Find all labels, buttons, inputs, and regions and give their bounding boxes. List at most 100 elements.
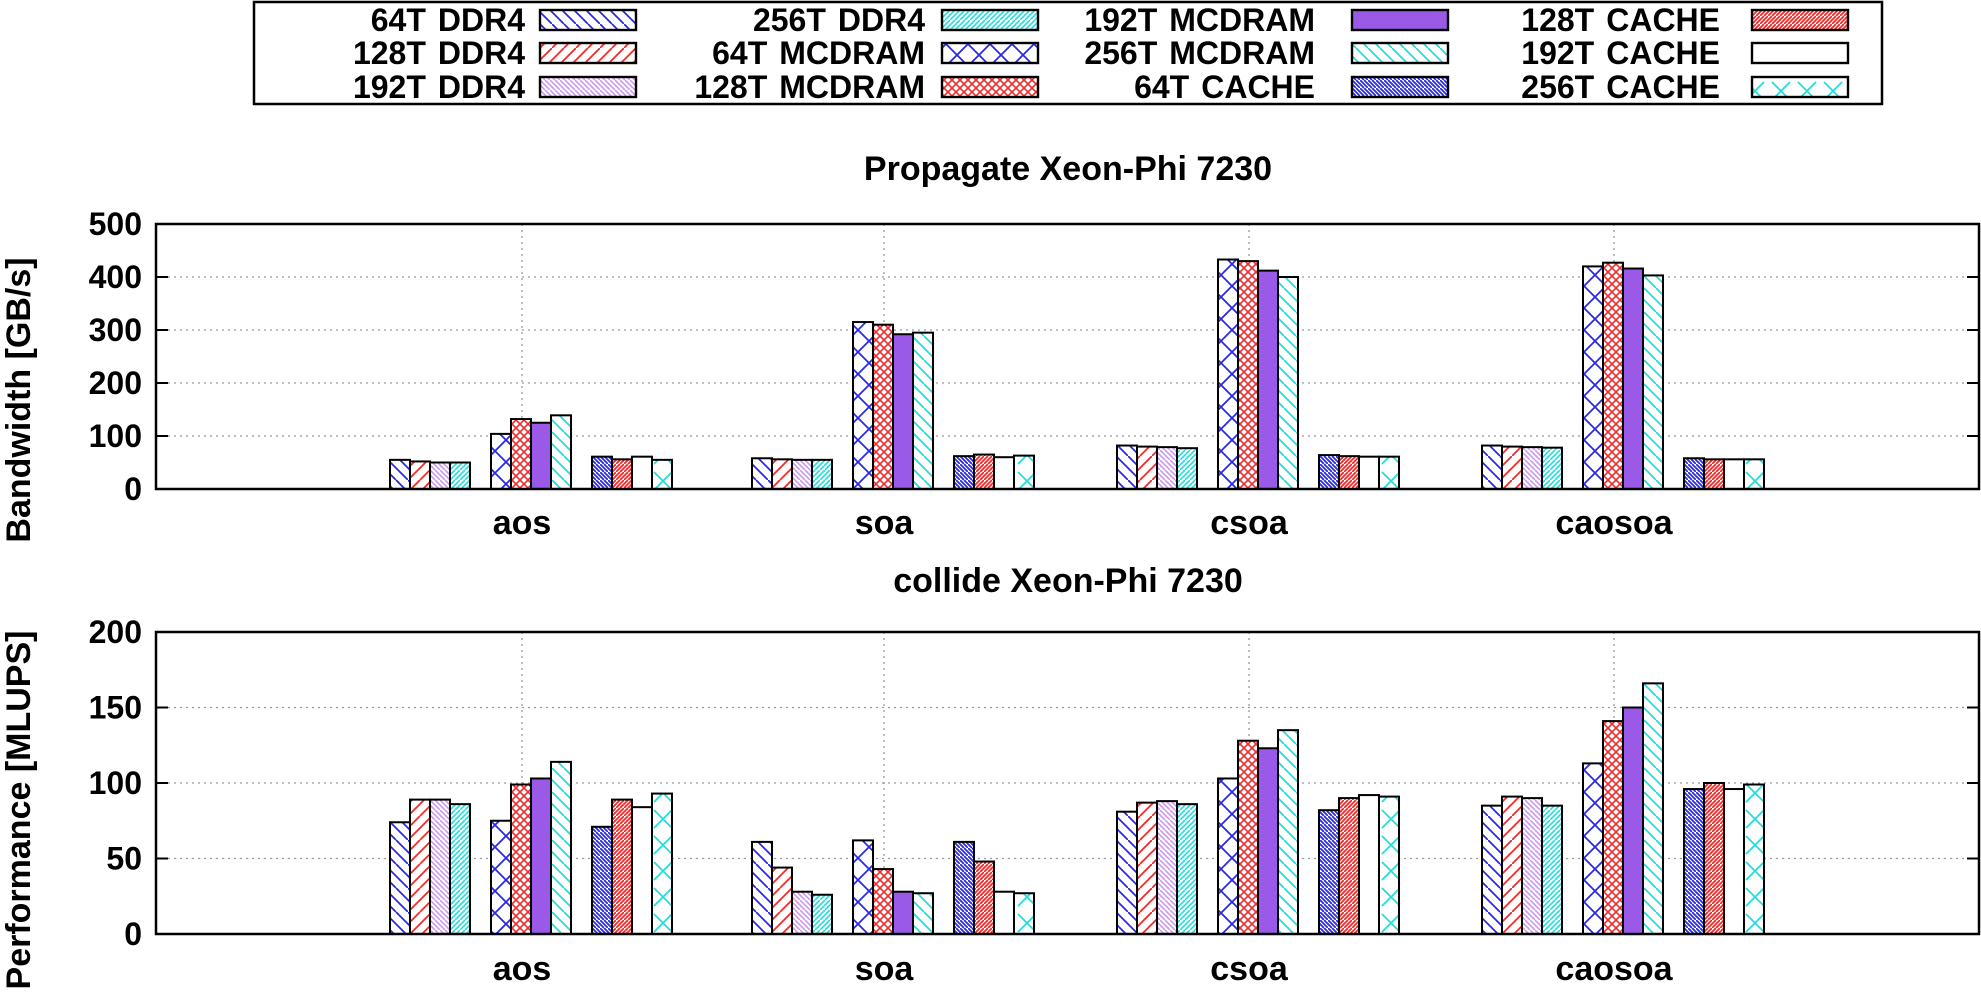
legend-swatch [1750, 41, 1850, 65]
bar [1541, 446, 1563, 491]
legend-label: 128T DDR4 [353, 35, 525, 71]
bar [1338, 455, 1360, 491]
legend-threads: 192T [1084, 2, 1157, 38]
bar [1277, 276, 1299, 490]
bar [953, 455, 975, 491]
bar [1378, 795, 1400, 936]
y-tick-label: 300 [89, 312, 142, 348]
legend-swatch [538, 41, 638, 65]
chart-title: collide Xeon-Phi 7230 [893, 562, 1243, 600]
y-axis-label: Bandwidth [GB/s] [0, 257, 38, 542]
y-tick-label: 50 [106, 841, 142, 877]
bar [993, 456, 1015, 491]
legend-label: 128T MCDRAM [694, 69, 925, 105]
bar [892, 890, 914, 935]
bar [1338, 797, 1360, 935]
bar [1358, 794, 1380, 936]
bar [1156, 446, 1178, 491]
legend-threads: 192T [1521, 35, 1594, 71]
x-tick-label: caosoa [1555, 504, 1673, 542]
legend-label: 64T DDR4 [371, 2, 525, 38]
legend-label: 256T CACHE [1521, 69, 1720, 105]
legend-label: 64T MCDRAM [712, 35, 925, 71]
bar [1602, 720, 1624, 936]
bar [1013, 892, 1035, 935]
x-tick-label: caosoa [1555, 950, 1673, 988]
bar [1136, 801, 1158, 935]
legend-entry: 256T DDR4 [753, 2, 1040, 38]
bar [973, 453, 995, 490]
bar [409, 798, 431, 935]
bar [429, 798, 451, 935]
legend-memory: CACHE [1606, 35, 1720, 71]
legend-threads: 256T [1521, 69, 1594, 105]
legend-label: 128T CACHE [1521, 2, 1720, 38]
bar [1257, 747, 1279, 936]
bar [1217, 777, 1239, 935]
legend-swatch [940, 8, 1040, 32]
y-tick-label: 100 [89, 765, 142, 801]
y-tick-label: 150 [89, 690, 142, 726]
bar [389, 821, 411, 936]
bar [1683, 457, 1705, 491]
bar [651, 458, 673, 491]
legend-label: 192T CACHE [1521, 35, 1720, 71]
bar [429, 461, 451, 490]
bar [530, 777, 552, 935]
legend-swatch [1350, 8, 1450, 32]
legend-swatch [1750, 8, 1850, 32]
legend-memory: MCDRAM [1169, 35, 1315, 71]
bar [791, 890, 813, 935]
bar [651, 792, 673, 935]
y-axis-label: Performance [MLUPS] [0, 631, 38, 990]
bar [1521, 797, 1543, 935]
bar [510, 418, 532, 491]
bar [1277, 729, 1299, 936]
bar [1481, 444, 1503, 491]
legend-memory: CACHE [1606, 2, 1720, 38]
legend-swatch [1350, 41, 1450, 65]
legend-memory: CACHE [1201, 69, 1315, 105]
bar [811, 458, 833, 491]
y-tick-label: 0 [124, 916, 142, 952]
bar [791, 458, 813, 491]
bar [1683, 788, 1705, 935]
chart-title: Propagate Xeon-Phi 7230 [864, 150, 1272, 188]
bar [631, 455, 653, 491]
legend-swatch [1750, 75, 1850, 99]
legend-threads: 128T [694, 69, 767, 105]
bar [449, 803, 471, 936]
chart-propagate: Propagate Xeon-Phi 7230 Bandwidth [GB/s]… [0, 150, 1981, 543]
legend-memory: DDR4 [438, 69, 525, 105]
bar [872, 323, 894, 491]
x-tick-label: csoa [1210, 504, 1289, 542]
bar [1116, 444, 1138, 491]
legend-threads: 256T [1084, 35, 1157, 71]
x-tick-label: soa [855, 950, 915, 988]
x-tick-label: aos [493, 950, 552, 988]
bar [1156, 800, 1178, 935]
bar [1723, 788, 1745, 935]
legend-threads: 128T [353, 35, 426, 71]
bar [852, 839, 874, 936]
legend-memory: MCDRAM [779, 69, 925, 105]
bar [1176, 803, 1198, 936]
legend-entry: 128T CACHE [1521, 2, 1850, 38]
bar [550, 760, 572, 935]
bar [510, 783, 532, 936]
chart-collide: collide Xeon-Phi 7230 Performance [MLUPS… [0, 562, 1981, 990]
bar [1116, 810, 1138, 935]
legend-threads: 256T [753, 2, 826, 38]
y-tick-label: 400 [89, 259, 142, 295]
bar [912, 331, 934, 490]
legend-label: 64T CACHE [1134, 69, 1315, 105]
legend-swatch [1350, 75, 1450, 99]
bar [872, 868, 894, 936]
bar [1481, 804, 1503, 936]
bar [490, 819, 512, 935]
legend-entry: 192T MCDRAM [1084, 2, 1450, 38]
legend-entry: 256T CACHE [1521, 69, 1850, 105]
bar [993, 890, 1015, 935]
y-tick-label: 200 [89, 365, 142, 401]
